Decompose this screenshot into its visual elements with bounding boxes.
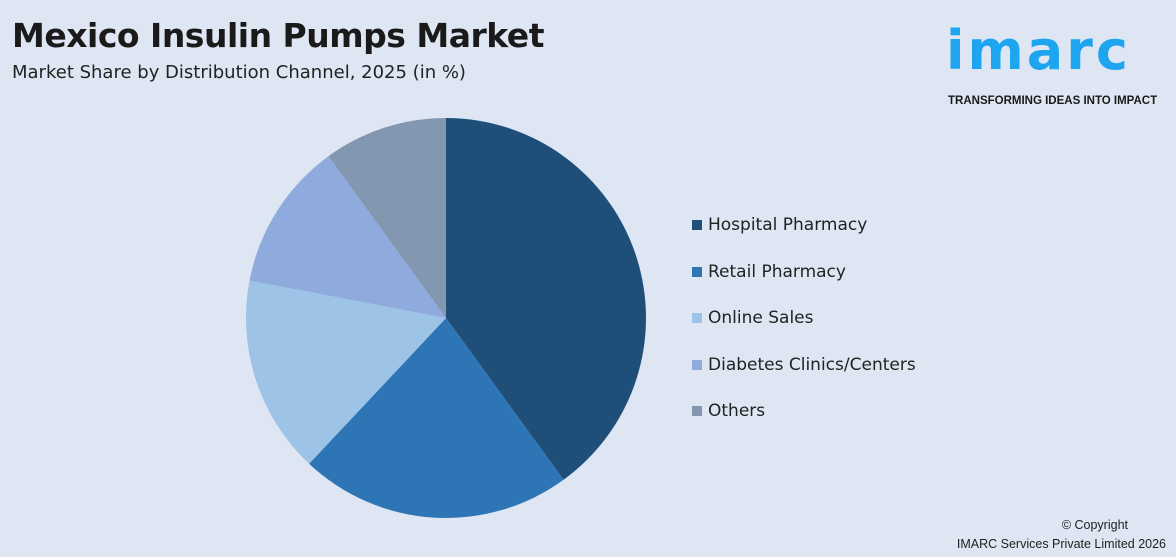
legend-item: Hospital Pharmacy: [692, 202, 916, 249]
legend: Hospital Pharmacy Retail Pharmacy Online S…: [692, 202, 916, 435]
pie-slice-retail-pharmacy: [309, 318, 564, 518]
legend-label: Hospital Pharmacy: [708, 215, 868, 236]
copyright-label: © Copyright: [1061, 518, 1128, 532]
legend-item: Others: [692, 388, 916, 435]
legend-swatch: [692, 313, 702, 324]
legend-label: Retail Pharmacy: [708, 261, 846, 282]
legend-item: Diabetes Clinics/Centers: [692, 342, 916, 389]
chart-title: Mexico Insulin Pumps Market: [12, 16, 544, 55]
pie-slice-diabetes-clinics-centers: [249, 156, 446, 318]
legend-label: Diabetes Clinics/Centers: [708, 354, 916, 375]
legend-item: Online Sales: [692, 295, 916, 342]
pie-slice-hospital-pharmacy: [446, 118, 646, 480]
chart-subtitle: Market Share by Distribution Channel, 20…: [12, 62, 466, 83]
legend-swatch: [692, 359, 702, 370]
legend-item: Retail Pharmacy: [692, 249, 916, 296]
legend-label: Others: [708, 401, 766, 422]
logo-tagline: TRANSFORMING IDEAS INTO IMPACT: [948, 95, 1158, 107]
legend-swatch: [692, 406, 702, 417]
imarc-logo: imarc TRANSFORMING IDEAS INTO IMPACT: [944, 10, 1172, 110]
copyright-company: IMARC Services Private Limited 2026: [956, 537, 1166, 551]
logo-word: imarc: [946, 19, 1131, 82]
legend-swatch: [692, 266, 702, 277]
pie-slice-online-sales: [246, 280, 446, 464]
copyright: © Copyright IMARC Services Private Limit…: [957, 516, 1166, 554]
legend-label: Online Sales: [708, 308, 814, 329]
pie-slice-others: [328, 118, 446, 318]
legend-swatch: [692, 220, 702, 231]
